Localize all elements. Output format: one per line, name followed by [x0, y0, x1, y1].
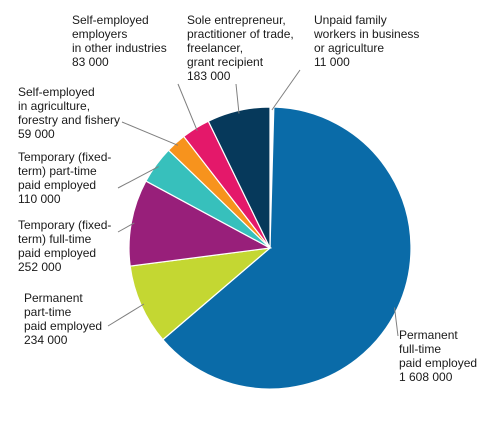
label-permanent-part: Permanent part-time paid employed 234 00… — [24, 291, 105, 347]
leader-line-sole — [235, 83, 240, 114]
label-self-employers: Self-employed employers in other industr… — [72, 13, 170, 69]
label-temp-part: Temporary (fixed- term) part-time paid e… — [18, 150, 115, 206]
pie-slices — [128, 106, 412, 390]
leader-line-self-agri — [121, 121, 179, 146]
label-self-agri: Self-employed in agriculture, forestry a… — [18, 85, 123, 141]
leader-line-permanent-full — [394, 307, 399, 337]
leader-lines — [107, 69, 399, 337]
leader-line-temp-full — [117, 222, 135, 233]
leader-line-temp-part — [117, 166, 159, 189]
pie-slice-permanent-full — [161, 106, 412, 390]
label-permanent-full: Permanent full-time paid employed 1 608 … — [399, 328, 480, 384]
leader-line-self-employers — [177, 83, 198, 131]
label-sole-entrepreneur: Sole entrepreneur, practitioner of trade… — [187, 13, 297, 83]
leader-line-permanent-part — [107, 303, 145, 327]
leader-line-unpaid — [271, 69, 301, 111]
label-unpaid: Unpaid family workers in business or agr… — [313, 13, 423, 69]
pie-slice-temp-full — [128, 180, 272, 267]
label-temp-full: Temporary (fixed- term) full-time paid e… — [18, 218, 115, 274]
